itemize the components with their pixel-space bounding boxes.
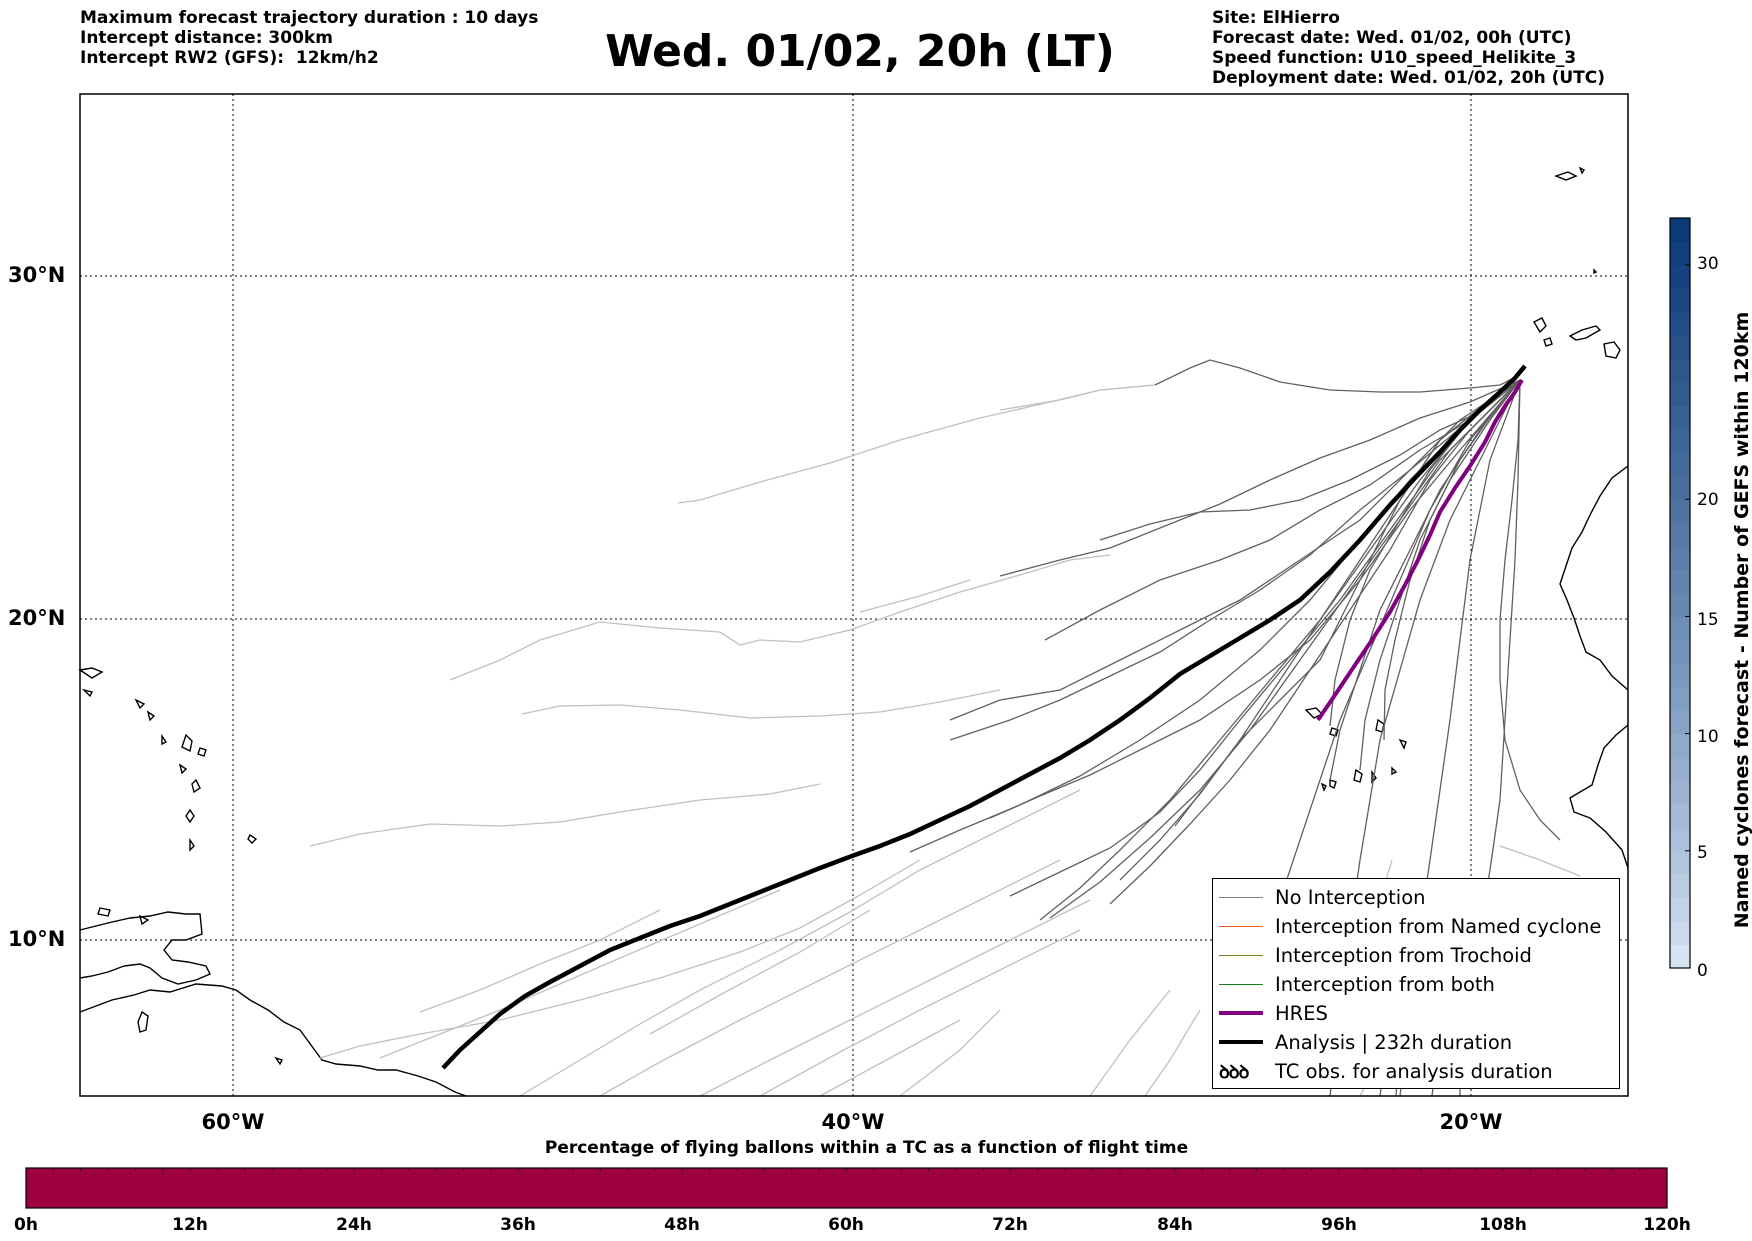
time-tick: 0h: [14, 1215, 38, 1235]
colorbar-tick-30: 30: [1697, 254, 1719, 274]
colorbar-segment: [1670, 874, 1690, 899]
legend-item-tc-obs: ꝺꝺꝺ TC obs. for analysis duration: [1219, 1060, 1553, 1083]
colorbar-segment: [1670, 428, 1690, 453]
site-text: Site: ElHierro: [1212, 8, 1340, 28]
time-tick: 36h: [500, 1215, 536, 1235]
forecast-date-text: Forecast date: Wed. 01/02, 00h (UTC): [1212, 28, 1572, 48]
max-duration-text: Maximum forecast trajectory duration : 1…: [80, 8, 539, 28]
time-tick: 108h: [1479, 1215, 1527, 1235]
colorbar-segment: [1670, 264, 1690, 289]
time-tick: 84h: [1157, 1215, 1193, 1235]
legend-item-trochoid: Interception from Trochoid: [1213, 941, 1619, 970]
colorbar-segment: [1670, 780, 1690, 805]
legend-swatch: [1219, 926, 1263, 927]
legend-swatch: [1219, 897, 1263, 898]
speed-function-text: Speed function: U10_speed_Helikite_3: [1212, 48, 1577, 68]
colorbar-segment: [1670, 757, 1690, 781]
lat-label-10n: 10°N: [8, 927, 66, 951]
legend-swatch: [1219, 1011, 1263, 1015]
colorbar-segment: [1670, 405, 1690, 430]
legend-item-analysis: Analysis | 232h duration: [1213, 1028, 1619, 1057]
time-tick: 48h: [664, 1215, 700, 1235]
colorbar-tick-10: 10: [1697, 727, 1719, 747]
colorbar-tick-20: 20: [1697, 490, 1719, 510]
faded-trajectories: [309, 384, 1581, 1097]
colorbar-segment: [1670, 803, 1690, 828]
colorbar-segment: [1670, 522, 1690, 547]
colorbar: [1669, 217, 1691, 969]
colorbar-segment: [1670, 593, 1690, 617]
map-frame: [79, 93, 1629, 1097]
page-title: Wed. 01/02, 20h (LT): [605, 26, 1115, 77]
timebar-fill: [25, 1167, 1668, 1209]
colorbar-segment: [1670, 686, 1690, 711]
coastlines: [78, 166, 1629, 1097]
time-tick: 120h: [1643, 1215, 1691, 1235]
time-tick: 60h: [828, 1215, 864, 1235]
colorbar-title: Named cyclones forecast - Number of GEFS…: [1731, 311, 1752, 929]
colorbar-segment: [1670, 288, 1690, 313]
colorbar-segment: [1670, 382, 1690, 406]
legend-item-no-interception: No Interception: [1213, 883, 1619, 912]
map-legend: No Interception Interception from Named …: [1212, 878, 1620, 1089]
lon-label-20w: 20°W: [1439, 1110, 1503, 1134]
legend-item-both: Interception from both: [1213, 970, 1619, 999]
time-tick: 72h: [992, 1215, 1028, 1235]
deployment-date-text: Deployment date: Wed. 01/02, 20h (UTC): [1212, 68, 1606, 88]
colorbar-segment: [1670, 827, 1690, 852]
colorbar-segment: [1670, 850, 1690, 875]
colorbar-tick-0: 0: [1697, 961, 1708, 981]
legend-swatch: [1219, 955, 1263, 956]
colorbar-segment: [1670, 710, 1690, 735]
colorbar-segment: [1670, 452, 1690, 477]
time-tick: 96h: [1321, 1215, 1357, 1235]
time-tick: 12h: [172, 1215, 208, 1235]
colorbar-segment: [1670, 358, 1690, 383]
colorbar-segment: [1670, 499, 1690, 524]
legend-item-hres: HRES: [1213, 999, 1619, 1028]
analysis-trajectory: [441, 364, 1527, 1070]
colorbar-frame: [1669, 217, 1691, 969]
header-right-info: Site: ElHierro Forecast date: Wed. 01/02…: [1212, 8, 1605, 88]
colorbar-segment: [1670, 663, 1690, 688]
colorbar-segment: [1670, 921, 1690, 946]
colorbar-segment: [1670, 616, 1690, 641]
legend-swatch: [1219, 1040, 1263, 1044]
intercept-distance-text: Intercept distance: 300km: [80, 28, 333, 48]
colorbar-segment: [1670, 733, 1690, 758]
timebar-title: Percentage of flying ballons within a TC…: [544, 1138, 1189, 1158]
time-percentage-bar: [25, 1167, 1668, 1209]
tc-obs-icon: ꝺꝺꝺ: [1219, 1062, 1249, 1083]
map-area: [78, 93, 1629, 1097]
lat-label-30n: 30°N: [8, 263, 66, 287]
colorbar-segment: [1670, 639, 1690, 664]
colorbar-segment: [1670, 218, 1690, 242]
colorbar-segment: [1670, 475, 1690, 500]
lon-label-60w: 60°W: [201, 1110, 265, 1134]
colorbar-segment: [1670, 241, 1690, 266]
colorbar-segment: [1670, 569, 1690, 594]
colorbar-segment: [1670, 311, 1690, 336]
colorbar-tick-5: 5: [1697, 843, 1708, 863]
lon-label-40w: 40°W: [821, 1110, 885, 1134]
lat-label-20n: 20°N: [8, 606, 66, 630]
colorbar-segment: [1670, 335, 1690, 360]
time-tick: 24h: [336, 1215, 372, 1235]
intercept-rw2-text: Intercept RW2 (GFS): 12km/h2: [80, 48, 379, 68]
legend-swatch: [1219, 984, 1263, 985]
colorbar-tick-15: 15: [1697, 610, 1719, 630]
colorbar-segment: [1670, 944, 1690, 969]
colorbar-segment: [1670, 546, 1690, 571]
colorbar-segment: [1670, 897, 1690, 922]
hres-trajectory: [1316, 378, 1524, 722]
header-left-info: Maximum forecast trajectory duration : 1…: [80, 8, 538, 68]
legend-item-named-cyclone: Interception from Named cyclone: [1213, 912, 1619, 941]
